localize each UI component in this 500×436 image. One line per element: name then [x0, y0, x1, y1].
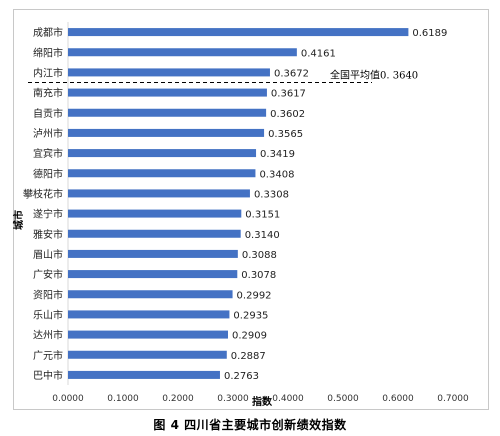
bar [68, 48, 297, 57]
x-tick-label: 0.4000 [272, 394, 304, 404]
x-tick-label: 0.6000 [382, 394, 414, 404]
data-label: 0.3151 [245, 210, 280, 221]
category-label: 广安市 [33, 268, 63, 281]
category-label: 泸州市 [33, 127, 63, 140]
data-label: 0.3088 [242, 250, 277, 261]
category-label: 乐山市 [33, 308, 63, 321]
x-tick-label: 0.0000 [52, 394, 84, 404]
y-axis-title: 城市 [12, 210, 25, 230]
data-label: 0.3308 [254, 189, 289, 200]
category-label: 达州市 [33, 329, 63, 342]
bar [68, 189, 250, 198]
x-tick-label: 0.2000 [162, 394, 194, 404]
category-label: 眉山市 [33, 248, 63, 261]
bar [68, 229, 241, 238]
data-label: 0.3617 [271, 89, 306, 100]
x-tick-label: 0.3000 [217, 394, 249, 404]
chart-frame [13, 9, 489, 410]
category-label: 成都市 [33, 26, 63, 39]
bar [68, 290, 233, 299]
reference-line-label: 全国平均值0. 3640 [330, 69, 418, 82]
category-label: 广元市 [33, 349, 63, 362]
category-label: 宜宾市 [33, 147, 63, 160]
bar [68, 149, 257, 158]
data-label: 0.3078 [241, 270, 276, 281]
bar [68, 370, 220, 379]
bar [68, 310, 230, 319]
data-label: 0.3565 [268, 129, 303, 140]
bar [68, 68, 270, 77]
category-label: 南充市 [33, 87, 63, 100]
bar [68, 128, 265, 137]
category-label: 遂宁市 [33, 208, 63, 221]
figure-caption: 图 4 四川省主要城市创新绩效指数 [153, 418, 347, 432]
data-label: 0.3672 [274, 68, 309, 79]
data-label: 0.2887 [231, 351, 266, 362]
x-tick-label: 0.1000 [107, 394, 139, 404]
data-label: 0.6189 [412, 28, 447, 39]
bar [68, 108, 267, 117]
bar [68, 209, 242, 218]
data-label: 0.2763 [224, 371, 259, 382]
data-label: 0.2992 [237, 290, 272, 301]
bar [68, 330, 228, 339]
category-label: 绵阳市 [33, 46, 63, 59]
data-label: 0.3408 [259, 169, 294, 180]
category-label: 资阳市 [33, 288, 63, 301]
category-label: 攀枝花市 [23, 187, 63, 200]
x-axis-title: 指数 [252, 395, 273, 408]
data-label: 0.2909 [232, 331, 267, 342]
bar [68, 169, 256, 178]
bar [68, 249, 238, 258]
category-label: 雅安市 [33, 228, 63, 241]
category-label: 自贡市 [33, 107, 63, 120]
bar [68, 28, 409, 37]
data-label: 0.3602 [270, 109, 305, 120]
category-label: 内江市 [33, 66, 63, 79]
data-label: 0.3140 [245, 230, 280, 241]
x-tick-label: 0.5000 [327, 394, 359, 404]
bar [68, 350, 227, 359]
data-label: 0.3419 [260, 149, 295, 160]
bar [68, 270, 238, 279]
category-label: 巴中市 [33, 369, 63, 382]
bar [68, 88, 267, 97]
data-label: 0.2935 [233, 310, 268, 321]
data-label: 0.4161 [301, 48, 336, 59]
category-label: 德阳市 [33, 167, 63, 180]
x-tick-label: 0.7000 [437, 394, 469, 404]
